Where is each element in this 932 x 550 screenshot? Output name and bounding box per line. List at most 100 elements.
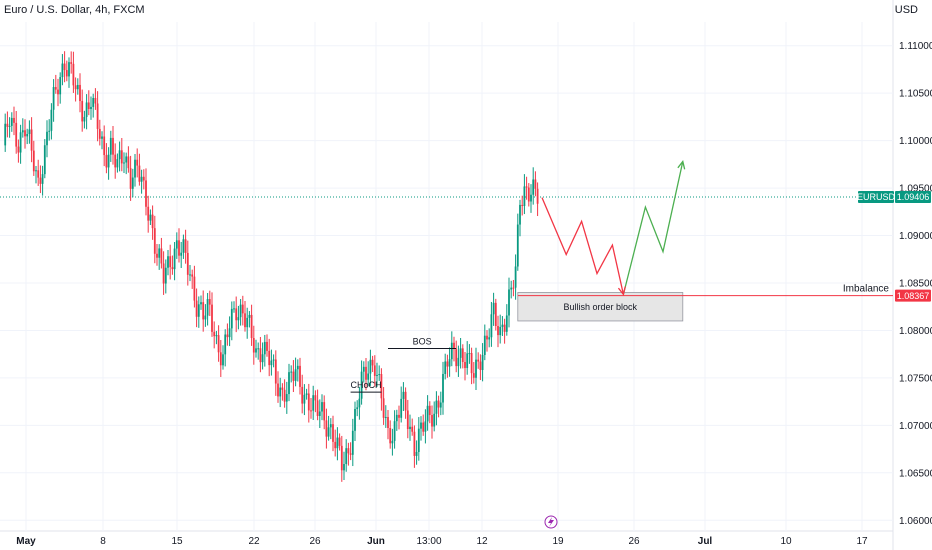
candle-body xyxy=(54,87,57,90)
candle-body xyxy=(415,451,418,456)
candle-body xyxy=(96,103,99,129)
candle-body xyxy=(354,408,356,431)
candle-body xyxy=(182,239,185,253)
candle-body xyxy=(178,240,180,256)
candle-body xyxy=(514,266,517,288)
candle-body xyxy=(257,348,260,350)
candle-body xyxy=(118,150,121,160)
candle-body xyxy=(486,335,488,340)
candle-body xyxy=(57,89,59,95)
candle-body xyxy=(274,359,277,384)
candle-body xyxy=(345,448,348,465)
candle-body xyxy=(433,413,436,427)
candle-body xyxy=(279,387,282,397)
candle-body xyxy=(92,97,95,107)
candle-body xyxy=(406,410,409,430)
candle-body xyxy=(70,62,73,64)
candle-body xyxy=(134,159,136,178)
candle-body xyxy=(338,437,341,446)
candle-body xyxy=(255,348,257,353)
candle-body xyxy=(79,84,81,102)
candle-body xyxy=(241,304,244,314)
candle-body xyxy=(373,365,376,376)
candle-body xyxy=(464,361,466,369)
candle-body xyxy=(299,365,301,387)
candle-body xyxy=(167,256,169,268)
x-tick-label: 26 xyxy=(309,536,321,547)
candle-body xyxy=(497,325,499,336)
x-tick-label: 17 xyxy=(856,536,868,547)
candle-body xyxy=(68,62,70,77)
y-tick-label: 1.10000 xyxy=(899,136,932,147)
candle-body xyxy=(316,400,319,416)
candle-body xyxy=(494,302,497,326)
candle-body xyxy=(138,165,141,182)
candle-body xyxy=(371,359,374,366)
candle-body xyxy=(156,253,158,258)
chart-title[interactable]: Euro / U.S. Dollar, 4h, FXCM xyxy=(4,4,145,16)
candle-body xyxy=(404,391,407,411)
candle-body xyxy=(272,359,275,361)
candle-body xyxy=(461,348,464,362)
candle-body xyxy=(222,354,224,366)
candle-body xyxy=(21,130,24,133)
candle-body xyxy=(294,369,297,381)
candle-body xyxy=(448,359,451,367)
candle-body xyxy=(59,77,62,95)
candle-body xyxy=(208,299,211,305)
candle-body xyxy=(444,361,447,374)
candles-group xyxy=(4,51,539,482)
candle-body xyxy=(459,348,462,358)
candle-body xyxy=(43,145,46,175)
candle-body xyxy=(270,360,273,366)
x-tick-label: 12 xyxy=(476,536,488,547)
candle-body xyxy=(26,134,29,137)
candle-body xyxy=(145,180,147,207)
candle-body xyxy=(107,154,110,168)
candle-body xyxy=(501,324,504,327)
candle-body xyxy=(479,361,482,371)
candle-body xyxy=(532,179,535,195)
candle-body xyxy=(17,146,20,153)
candle-body xyxy=(158,248,161,258)
x-tick-label: Jul xyxy=(698,536,713,547)
symbol-badge-bg xyxy=(858,191,894,204)
candle-body xyxy=(340,445,343,471)
candle-body xyxy=(475,359,477,378)
candle-body xyxy=(239,304,242,318)
candle-body xyxy=(431,415,433,427)
candle-body xyxy=(200,302,202,305)
candle-body xyxy=(472,373,475,378)
x-tick-label: 26 xyxy=(628,536,640,547)
candle-body xyxy=(28,129,31,135)
candle-body xyxy=(112,137,114,155)
candle-body xyxy=(6,123,9,127)
y-tick-label: 1.11000 xyxy=(899,41,932,52)
x-tick-label: 8 xyxy=(100,536,106,547)
order-block-box xyxy=(517,292,684,322)
projection-down-path xyxy=(541,197,625,295)
candle-body xyxy=(180,252,183,256)
candle-body xyxy=(83,116,86,122)
candle-body xyxy=(292,371,295,381)
candle-body xyxy=(519,204,521,225)
candle-body xyxy=(109,137,112,155)
candle-body xyxy=(123,162,125,164)
candle-body xyxy=(360,371,363,399)
candle-body xyxy=(468,353,471,355)
lightning-icon-glyph xyxy=(548,517,554,527)
candle-body xyxy=(213,331,216,337)
candle-body xyxy=(490,314,493,338)
candle-body xyxy=(413,431,416,456)
candle-body xyxy=(268,350,271,366)
candle-body xyxy=(90,106,92,110)
candle-body xyxy=(534,179,537,189)
candle-body xyxy=(228,328,231,338)
candle-body xyxy=(85,102,88,117)
candle-body xyxy=(325,420,328,437)
candle-body xyxy=(224,334,227,355)
candle-body xyxy=(327,427,330,437)
y-tick-label: 1.06000 xyxy=(899,516,932,527)
candle-body xyxy=(389,427,392,444)
